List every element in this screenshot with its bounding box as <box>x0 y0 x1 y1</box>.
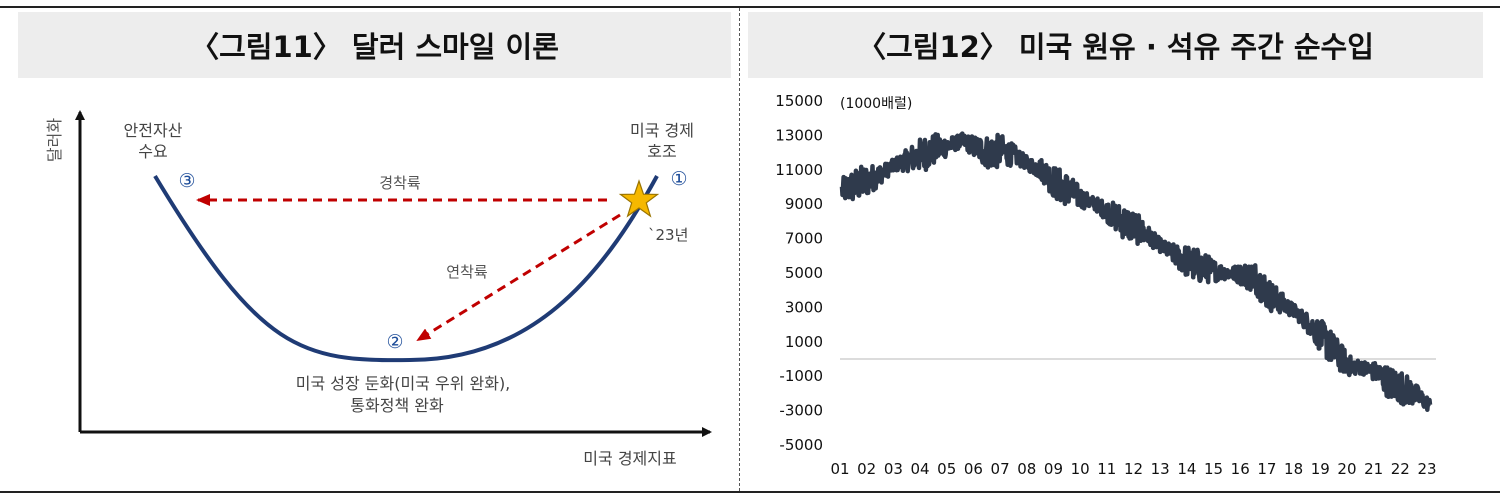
y-tick-label: 3000 <box>785 298 823 316</box>
dollar-smile-diagram: 달러화 미국 경제지표 경착륙 연착륙 안전자산 수요 ③ 미국 경제 호조 ①… <box>45 110 712 468</box>
x-tick-label: 14 <box>1177 460 1196 478</box>
x-tick-label: 18 <box>1284 460 1303 478</box>
x-tick-label: 11 <box>1097 460 1116 478</box>
x-tick-label: 08 <box>1017 460 1036 478</box>
y-tick-label: 13000 <box>775 126 823 144</box>
x-tick-label: 03 <box>884 460 903 478</box>
y-tick-label: 9000 <box>785 195 823 213</box>
soft-landing-arrow <box>416 213 621 342</box>
y-tick-label: -1000 <box>779 367 823 385</box>
y-tick-label: -3000 <box>779 402 823 420</box>
unit-label: (1000배럴) <box>840 96 912 112</box>
x-tick-label: 23 <box>1417 460 1436 478</box>
smile-curve <box>153 174 659 363</box>
x-tick-label: 20 <box>1337 460 1356 478</box>
point3-label-line2: 수요 <box>138 142 167 161</box>
x-axis-label: 미국 경제지표 <box>583 449 676 468</box>
x-tick-label: 21 <box>1364 460 1383 478</box>
y-axis-label: 달러화 <box>45 118 64 162</box>
x-tick-label: 01 <box>830 460 849 478</box>
x-tick-label: 17 <box>1257 460 1276 478</box>
x-tick-label: 05 <box>937 460 956 478</box>
year-marker: `23년 <box>648 226 688 244</box>
point1-label-line2: 호조 <box>647 142 676 161</box>
x-tick-label: 15 <box>1204 460 1223 478</box>
figure12-title: 〈그림12〉 미국 원유 · 석유 주간 순수입 <box>748 12 1483 78</box>
star-icon <box>618 179 660 218</box>
y-tick-label: 1000 <box>785 333 823 351</box>
x-tick-label: 09 <box>1044 460 1063 478</box>
panel-divider <box>739 8 740 491</box>
y-tick-label: 11000 <box>775 161 823 179</box>
x-tick-label: 22 <box>1391 460 1410 478</box>
point2-label-line1: 미국 성장 둔화(미국 우위 완화), <box>296 374 511 393</box>
soft-landing-label: 연착륙 <box>446 263 488 281</box>
x-tick-label: 07 <box>991 460 1010 478</box>
y-tick-label: -5000 <box>779 436 823 454</box>
figure11-title: 〈그림11〉 달러 스마일 이론 <box>18 12 731 78</box>
point3-number: ③ <box>178 170 195 192</box>
x-tick-label: 06 <box>964 460 983 478</box>
x-tick-label: 10 <box>1071 460 1090 478</box>
x-tick-label: 13 <box>1151 460 1170 478</box>
x-tick-label: 04 <box>910 460 929 478</box>
y-tick-label: 7000 <box>785 230 823 248</box>
x-tick-label: 12 <box>1124 460 1143 478</box>
y-tick-label: 15000 <box>775 92 823 110</box>
bottom-rule <box>0 491 1500 493</box>
y-tick-label: 5000 <box>785 264 823 282</box>
point3-label-line1: 안전자산 <box>124 121 183 140</box>
point1-number: ① <box>670 168 687 190</box>
x-tick-label: 16 <box>1231 460 1250 478</box>
net-imports-series <box>839 131 1433 412</box>
point2-label-line2: 통화정책 완화 <box>350 396 444 415</box>
point2-number: ② <box>386 331 403 353</box>
x-tick-label: 02 <box>857 460 876 478</box>
x-tick-label: 19 <box>1311 460 1330 478</box>
point1-label-line1: 미국 경제 <box>630 121 694 140</box>
hard-landing-label: 경착륙 <box>379 174 421 192</box>
top-rule <box>0 6 1500 8</box>
